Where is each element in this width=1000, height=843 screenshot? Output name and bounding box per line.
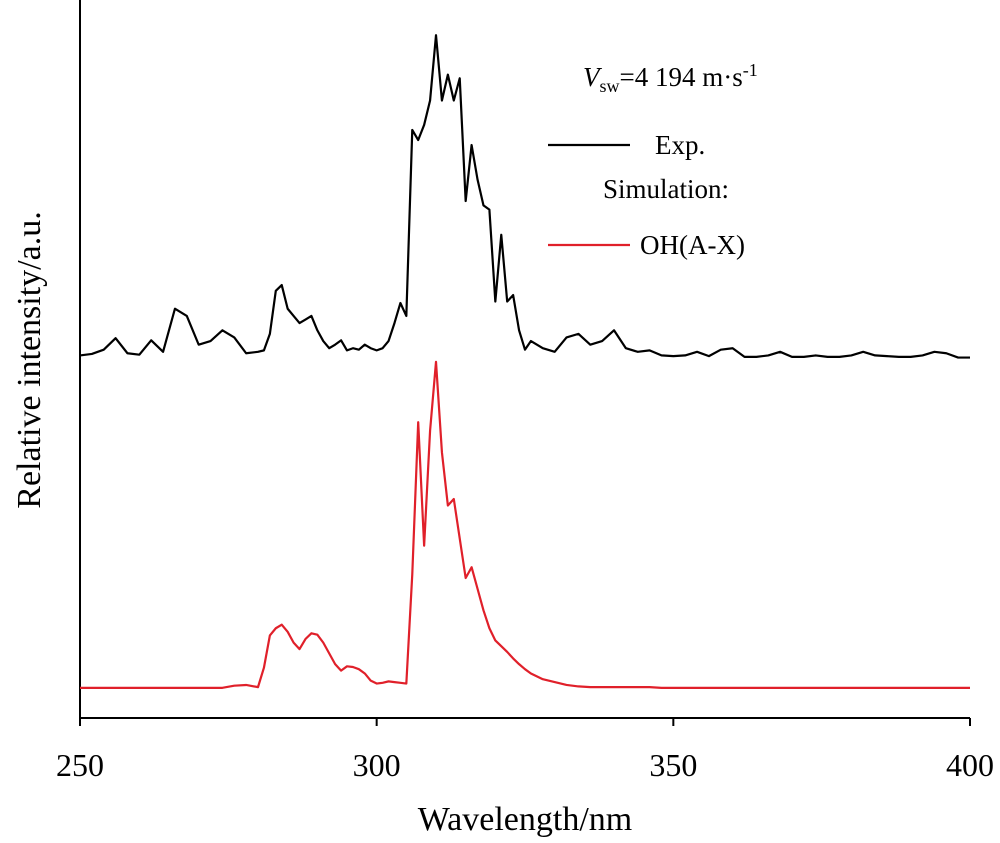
- x-tick-label: 400: [946, 747, 994, 783]
- line-series: [80, 360, 970, 689]
- superscript: -1: [743, 60, 758, 80]
- subscript: sw: [600, 76, 620, 96]
- symbol: V: [583, 62, 603, 92]
- annotation: Vsw=4 194 m·s-1: [583, 60, 758, 96]
- legend-heading: Simulation:: [603, 174, 729, 204]
- y-axis-label: Relative intensity/a.u.: [11, 211, 48, 508]
- x-tick-label: 350: [649, 747, 697, 783]
- x-tick-label: 300: [353, 747, 401, 783]
- x-tick-label: 250: [56, 747, 104, 783]
- x-axis-label: Wavelength/nm: [418, 801, 632, 838]
- annotation-text: =4 194 m·s: [620, 62, 743, 92]
- legend-label: OH(A-X): [640, 230, 745, 260]
- legend-label: Exp.: [655, 130, 705, 160]
- line-series: [79, 34, 970, 359]
